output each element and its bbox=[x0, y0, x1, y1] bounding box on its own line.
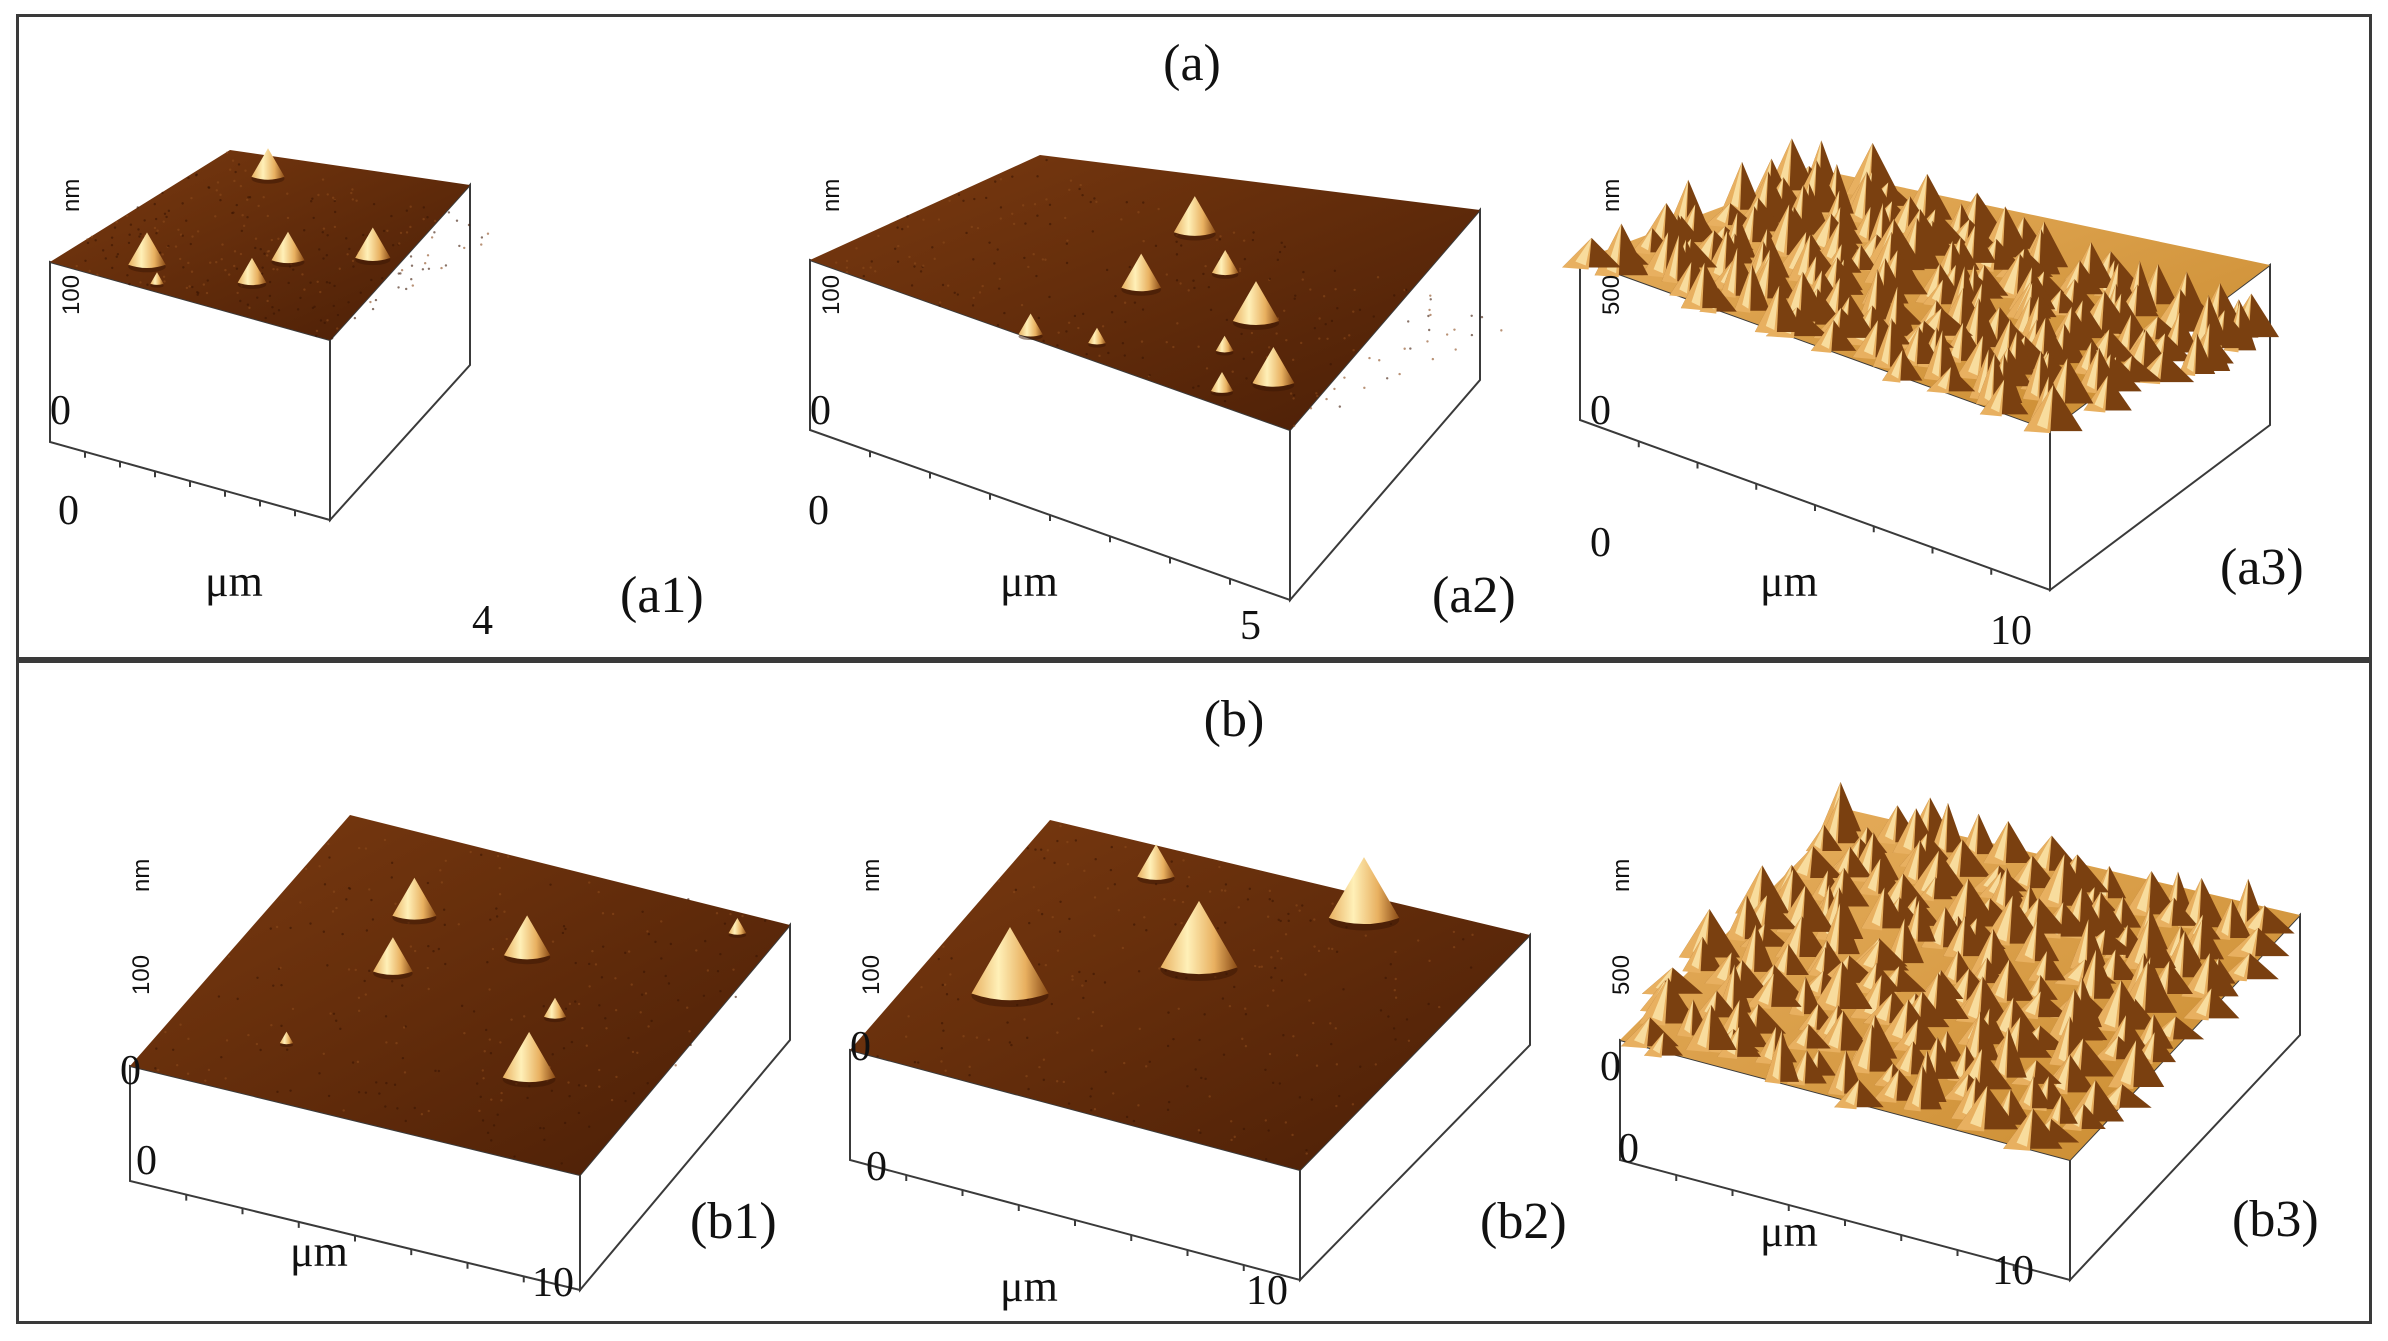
afm-surface-a2 bbox=[809, 155, 1503, 603]
x-axis-unit-label: μm bbox=[290, 1227, 348, 1276]
z-axis-max-label: 500 bbox=[1608, 954, 1635, 995]
x-axis-end-label: 10 bbox=[1992, 1248, 2034, 1294]
x-axis-unit-label: μm bbox=[1760, 557, 1818, 606]
x-axis-end-label: 10 bbox=[532, 1260, 574, 1306]
z-axis-zero-label: 0 bbox=[50, 388, 71, 434]
afm-panel-b3: 500 nm 0 0 μm 10 (b3) bbox=[1600, 782, 2360, 1310]
z-axis-zero-label: 0 bbox=[850, 1024, 871, 1070]
panel-tag: (a3) bbox=[2220, 539, 2304, 596]
z-axis-unit-label: nm bbox=[58, 178, 85, 212]
x-axis-unit-label: μm bbox=[1000, 557, 1058, 606]
x-axis-start-label: 0 bbox=[866, 1144, 887, 1190]
x-axis-start-label: 0 bbox=[808, 488, 829, 534]
panel-tag: (b1) bbox=[690, 1193, 777, 1250]
afm-surface-a1 bbox=[49, 148, 490, 523]
x-axis-end-label: 10 bbox=[1246, 1268, 1288, 1314]
afm-surface-a3 bbox=[1562, 138, 2280, 592]
afm-surface-b2 bbox=[849, 820, 1531, 1283]
section-a-label: (a) bbox=[1163, 35, 1221, 92]
z-axis-unit-label: nm bbox=[818, 178, 845, 212]
z-axis-unit-label: nm bbox=[858, 858, 885, 892]
panel-tag: (a1) bbox=[620, 567, 704, 624]
afm-surface-b3 bbox=[1619, 782, 2301, 1283]
z-axis-unit-label: nm bbox=[1608, 858, 1635, 892]
x-axis-start-label: 0 bbox=[136, 1138, 157, 1184]
z-axis-unit-label: nm bbox=[128, 858, 155, 892]
panel-tag: (b3) bbox=[2232, 1191, 2319, 1248]
x-axis-end-label: 4 bbox=[472, 598, 493, 644]
x-axis-unit-label: μm bbox=[1000, 1262, 1058, 1311]
x-axis-end-label: 5 bbox=[1240, 603, 1261, 649]
afm-surface-b1 bbox=[129, 815, 791, 1293]
z-axis-max-label: 500 bbox=[1598, 274, 1625, 315]
z-axis-zero-label: 0 bbox=[1600, 1044, 1621, 1090]
afm-panel-a1: 100 nm 0 0 μm 4 (a1) bbox=[40, 148, 740, 650]
z-axis-zero-label: 0 bbox=[810, 388, 831, 434]
x-axis-start-label: 0 bbox=[1618, 1126, 1639, 1172]
x-axis-start-label: 0 bbox=[1590, 520, 1611, 566]
z-axis-max-label: 100 bbox=[858, 954, 885, 995]
x-axis-unit-label: μm bbox=[1760, 1207, 1818, 1256]
afm-panel-a2: 100 nm 0 0 μm 5 (a2) bbox=[800, 150, 1560, 650]
x-axis-unit-label: μm bbox=[205, 557, 263, 606]
x-axis-end-label: 10 bbox=[1990, 608, 2032, 654]
panel-tag: (a2) bbox=[1432, 567, 1516, 624]
afm-panel-a3: 500 nm 0 0 μm 10 (a3) bbox=[1562, 138, 2360, 654]
x-axis-start-label: 0 bbox=[58, 488, 79, 534]
afm-panel-b1: 100 nm 0 0 μm 10 (b1) bbox=[120, 810, 820, 1310]
afm-panel-b2: 100 nm 0 0 μm 10 (b2) bbox=[840, 810, 1600, 1314]
z-axis-max-label: 100 bbox=[818, 274, 845, 315]
panel-tag: (b2) bbox=[1480, 1193, 1567, 1250]
section-b-label: (b) bbox=[1203, 691, 1265, 748]
z-axis-max-label: 100 bbox=[128, 954, 155, 995]
z-axis-zero-label: 0 bbox=[1590, 388, 1611, 434]
z-axis-zero-label: 0 bbox=[120, 1048, 141, 1094]
z-axis-unit-label: nm bbox=[1598, 178, 1625, 212]
z-axis-max-label: 100 bbox=[58, 274, 85, 315]
